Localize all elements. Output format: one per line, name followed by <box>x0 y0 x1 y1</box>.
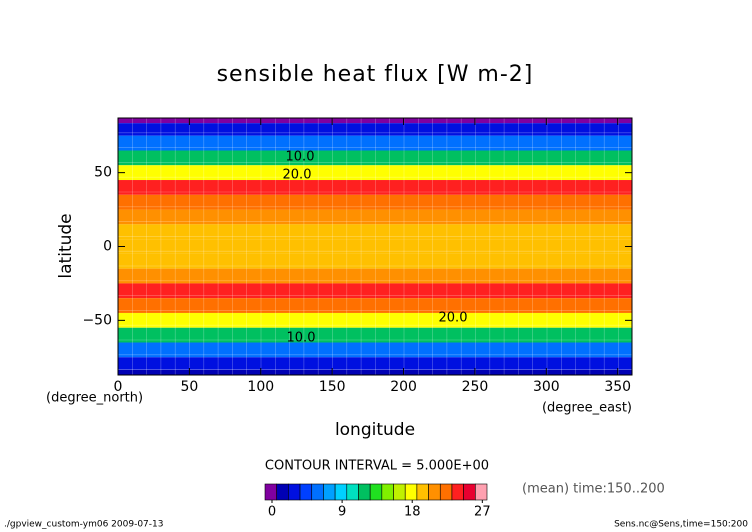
zonal-band <box>118 239 632 254</box>
colorbar-box <box>264 483 277 501</box>
zonal-band <box>118 357 632 370</box>
x-tick-label: 150 <box>319 379 346 395</box>
zonal-band <box>118 165 632 181</box>
footer-right: Sens.nc@Sens,time=150:200 <box>614 520 748 530</box>
x-unit: (degree_east) <box>542 401 632 416</box>
y-unit: (degree_north) <box>46 391 143 406</box>
x-tick-label: 350 <box>604 379 631 395</box>
colorbar-box <box>323 483 336 501</box>
contour-label: 10.0 <box>287 331 316 346</box>
zonal-band <box>118 327 632 343</box>
y-tick-label: 50 <box>94 165 112 181</box>
colorbar-box <box>346 483 359 501</box>
x-tick-label: 50 <box>180 379 198 395</box>
colorbar-box <box>358 483 371 501</box>
x-tick-label: 300 <box>533 379 560 395</box>
zonal-band <box>118 369 632 375</box>
colorbar-box <box>311 483 324 501</box>
y-tick-label: 0 <box>103 239 112 255</box>
zonal-band <box>118 283 632 299</box>
contour-label: 20.0 <box>283 168 312 183</box>
zonal-band <box>118 209 632 225</box>
contour-interval: CONTOUR INTERVAL = 5.000E+00 <box>265 459 489 474</box>
contour-label: 10.0 <box>286 150 315 165</box>
zonal-band <box>118 253 632 269</box>
zonal-band <box>118 312 632 328</box>
x-tick-label: 0 <box>114 379 123 395</box>
colorbar-box <box>299 483 313 501</box>
zonal-band <box>118 342 632 358</box>
colorbar-box <box>288 483 301 501</box>
colorbar-box <box>416 483 429 501</box>
colorbar-box <box>381 483 394 501</box>
colorbar-box <box>463 483 476 501</box>
colorbar-box <box>439 483 453 501</box>
colorbar-box <box>393 483 406 501</box>
x-axis-label: longitude <box>335 420 415 440</box>
colorbar-box <box>475 483 488 501</box>
chart-title: sensible heat flux [W m-2] <box>217 62 534 87</box>
colorbar-box <box>276 483 289 501</box>
colorbar-tick-label: 27 <box>474 505 491 520</box>
colorbar-box <box>369 483 383 501</box>
x-tick-label: 200 <box>390 379 417 395</box>
zonal-band <box>118 123 632 136</box>
time-note: (mean) time:150..200 <box>522 482 665 497</box>
x-tick-label: 100 <box>247 379 274 395</box>
zonal-band <box>118 135 632 151</box>
colorbar-box <box>404 483 418 501</box>
colorbar-box <box>428 483 441 501</box>
colorbar-tick-label: 18 <box>404 505 421 520</box>
colorbar-box <box>451 483 464 501</box>
zonal-band <box>118 118 632 124</box>
zonal-band <box>118 180 632 195</box>
x-tick-label: 250 <box>462 379 489 395</box>
zonal-band <box>118 268 632 284</box>
footer-left: ./gpview_custom-ym06 2009-07-13 <box>4 520 164 530</box>
colorbar-tick-label: 9 <box>338 505 346 520</box>
colorbar-tick-label: 0 <box>268 505 276 520</box>
colorbar-box <box>334 483 348 501</box>
y-axis-label: latitude <box>56 213 76 278</box>
zonal-band <box>118 150 632 166</box>
contour-label: 20.0 <box>439 311 468 326</box>
zonal-band <box>118 298 632 313</box>
zonal-band <box>118 224 632 240</box>
y-tick-label: −50 <box>82 312 112 328</box>
zonal-band <box>118 194 632 210</box>
